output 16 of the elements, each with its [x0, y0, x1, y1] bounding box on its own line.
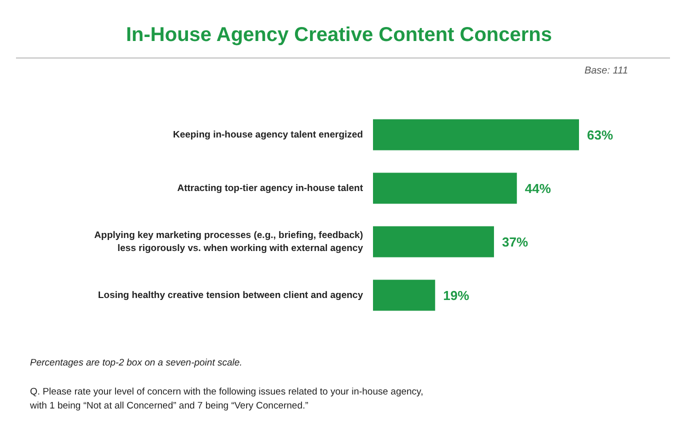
text: Base: 111 — [584, 66, 628, 76]
chart-title: In-House Agency Creative Content Concerns — [126, 24, 552, 46]
data-label: 44% — [524, 180, 552, 196]
text: Percentages are top-2 box on a seven-point scale. — [30, 358, 242, 368]
y-tick-label: Keeping in-house agency talent energized — [172, 129, 364, 140]
data-label: 63% — [587, 127, 614, 142]
bar — [373, 280, 436, 311]
y-tick-label: Losing healthy creative tension between client and agency — [98, 290, 364, 301]
y-tick-label: Attracting top-tier agency in-house talent — [177, 182, 364, 194]
text: Q. Please rate your level of concern with the following issues related to your in-house agency, with 1 being “Not at all Concerned” and 7 being “Very Concerned.” — [29, 386, 424, 412]
bar — [373, 226, 494, 258]
bar — [373, 172, 517, 204]
data-label: 19% — [443, 288, 470, 303]
bar — [373, 119, 579, 150]
y-tick-label: Applying key marketing processes (e.g., briefing, feedback) less rigorously vs. when working with external agency — [94, 230, 364, 254]
data-label: 37% — [502, 234, 528, 250]
